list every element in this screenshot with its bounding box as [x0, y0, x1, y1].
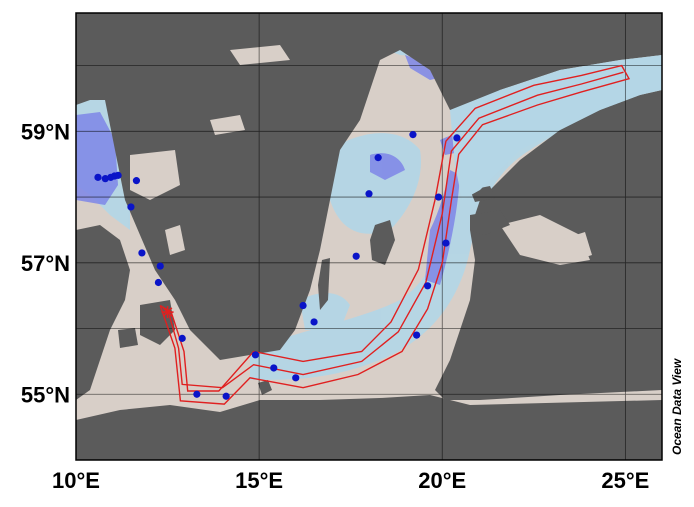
station-dot — [270, 364, 278, 372]
station-dot — [251, 351, 260, 359]
station-dot — [127, 203, 135, 211]
start-star-marker — [161, 306, 174, 319]
station-dot — [138, 249, 146, 257]
station-dot — [154, 278, 163, 287]
gulf-of-finland — [450, 55, 662, 200]
station-dot — [374, 154, 382, 162]
station-dot — [453, 134, 461, 142]
ocean-data-view-credit: Ocean Data View — [670, 358, 684, 455]
star-ray — [162, 307, 173, 317]
y-axis-labels: 59°N 57°N 55°N — [21, 119, 70, 407]
station-dot — [178, 334, 186, 342]
station-dot — [413, 331, 421, 339]
x-tick-label: 10°E — [52, 468, 100, 493]
x-tick-label: 15°E — [235, 468, 283, 493]
station-dot — [101, 175, 109, 183]
station-dot — [94, 173, 102, 181]
cruise-track — [159, 64, 631, 405]
station-dot — [424, 282, 432, 290]
station-dot — [310, 318, 318, 326]
land — [76, 13, 662, 460]
y-tick-label: 59°N — [21, 119, 70, 144]
station-dot — [156, 262, 164, 270]
station-dot — [292, 374, 300, 382]
station-dot — [442, 239, 450, 247]
station-dot — [222, 392, 230, 400]
y-tick-label: 55°N — [21, 382, 70, 407]
plot-frame — [75, 12, 663, 461]
station-dot — [434, 193, 443, 201]
station-dot — [132, 177, 141, 185]
y-tick-label: 57°N — [21, 251, 70, 276]
x-tick-label: 20°E — [418, 468, 466, 493]
station-dot — [299, 301, 307, 310]
station-dot — [114, 171, 122, 179]
track-inner-line — [168, 71, 624, 389]
x-axis-labels: 10°E 15°E 20°E 25°E — [52, 468, 649, 493]
station-markers — [94, 131, 461, 400]
station-dot — [352, 252, 360, 260]
track-outer-line — [159, 64, 631, 405]
x-tick-label: 25°E — [601, 468, 649, 493]
map-plot-area — [76, 13, 662, 460]
station-dot — [365, 190, 373, 198]
station-dot — [409, 131, 417, 139]
station-dot — [193, 390, 201, 398]
lakes — [130, 45, 592, 262]
